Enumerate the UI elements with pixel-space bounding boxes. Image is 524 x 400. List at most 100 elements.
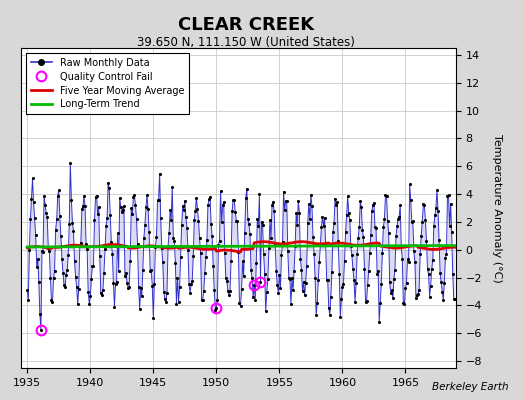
Point xyxy=(267,235,275,241)
Point xyxy=(410,248,418,254)
Point xyxy=(143,192,151,198)
Point xyxy=(184,247,192,254)
Point xyxy=(383,193,391,199)
Point xyxy=(441,255,450,261)
Point xyxy=(314,277,322,283)
Point xyxy=(291,242,299,249)
Point xyxy=(417,233,425,239)
Point xyxy=(57,233,65,239)
Point xyxy=(226,287,234,294)
Point xyxy=(50,268,59,274)
Point xyxy=(372,225,380,232)
Point xyxy=(407,197,415,203)
Point xyxy=(137,285,145,292)
Point xyxy=(85,301,93,307)
Point xyxy=(94,204,103,210)
Point xyxy=(384,217,392,224)
Point xyxy=(388,287,396,294)
Point xyxy=(221,250,229,256)
Point xyxy=(241,230,249,236)
Point xyxy=(209,263,217,270)
Point xyxy=(331,196,339,202)
Point xyxy=(412,295,420,302)
Point xyxy=(189,253,198,260)
Point xyxy=(187,281,195,288)
Point xyxy=(361,266,369,272)
Point xyxy=(266,217,274,224)
Point xyxy=(430,223,438,229)
Point xyxy=(61,284,69,290)
Point xyxy=(111,280,119,287)
Point xyxy=(95,253,104,259)
Point xyxy=(59,270,67,276)
Point xyxy=(140,235,148,241)
Point xyxy=(146,268,155,274)
Point xyxy=(393,223,401,230)
Point xyxy=(103,214,111,221)
Point xyxy=(437,279,445,286)
Point xyxy=(80,193,88,200)
Point xyxy=(211,306,220,313)
Point xyxy=(155,197,163,204)
Point xyxy=(305,215,314,222)
Point xyxy=(67,196,75,203)
Point xyxy=(348,252,356,258)
Point xyxy=(136,306,144,312)
Point xyxy=(30,215,39,222)
Point xyxy=(60,282,68,288)
Point xyxy=(91,194,100,200)
Point xyxy=(298,288,307,295)
Point xyxy=(354,235,363,241)
Point xyxy=(265,245,273,252)
Point xyxy=(235,300,244,306)
Point xyxy=(428,266,436,272)
Point xyxy=(230,197,238,204)
Point xyxy=(182,214,190,220)
Point xyxy=(38,248,46,254)
Point xyxy=(349,266,357,272)
Point xyxy=(236,303,245,309)
Point xyxy=(56,213,64,220)
Point xyxy=(213,297,222,303)
Point xyxy=(308,203,316,209)
Point xyxy=(159,259,167,266)
Text: 39.650 N, 111.150 W (United States): 39.650 N, 111.150 W (United States) xyxy=(137,36,355,49)
Point xyxy=(387,290,395,296)
Point xyxy=(422,237,431,244)
Point xyxy=(165,230,173,236)
Point xyxy=(336,314,344,320)
Point xyxy=(310,251,318,257)
Point xyxy=(87,276,95,282)
Point xyxy=(325,311,334,318)
Point xyxy=(164,244,172,250)
Point xyxy=(342,212,351,218)
Point xyxy=(228,208,236,214)
Point xyxy=(58,256,66,262)
Point xyxy=(158,244,166,251)
Point xyxy=(48,299,57,306)
Point xyxy=(26,216,35,222)
Point xyxy=(270,208,278,214)
Point xyxy=(433,187,441,194)
Point xyxy=(423,266,432,273)
Point xyxy=(27,196,36,202)
Point xyxy=(203,237,211,244)
Point xyxy=(127,205,136,212)
Point xyxy=(157,214,165,221)
Point xyxy=(45,248,53,254)
Point xyxy=(128,210,137,217)
Point xyxy=(170,238,179,244)
Point xyxy=(420,202,429,208)
Point xyxy=(395,214,403,220)
Point xyxy=(293,222,301,228)
Point xyxy=(195,235,204,241)
Point xyxy=(125,284,133,291)
Point xyxy=(234,249,243,255)
Point xyxy=(179,203,187,210)
Point xyxy=(151,244,160,250)
Point xyxy=(252,260,260,266)
Point xyxy=(32,264,41,270)
Point xyxy=(324,305,333,312)
Point xyxy=(118,207,127,213)
Point xyxy=(139,267,147,273)
